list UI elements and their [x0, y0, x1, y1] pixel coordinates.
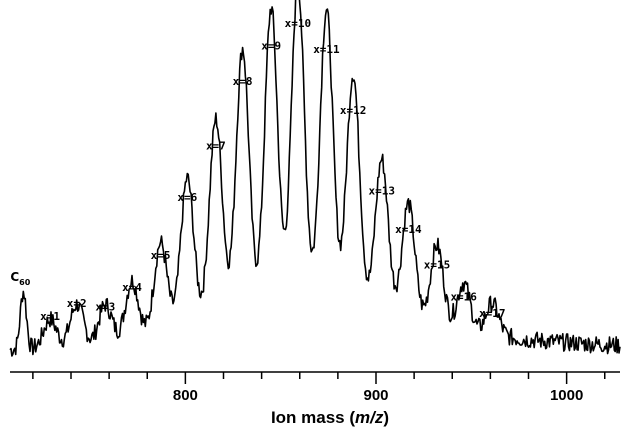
peak-label: x=15	[424, 259, 451, 272]
peak-label: x=9	[261, 40, 281, 53]
peak-label: x=7	[206, 139, 226, 152]
peak-label: x=13	[368, 184, 395, 197]
x-tick-label: 800	[173, 387, 198, 404]
x-axis-title-italic: m/z	[355, 408, 384, 427]
peak-labels: C60 x=1 x=2 x=3 x=4 x=5 x=6 x=7 x=8 x=9 x=10x=11 x=…	[10, 17, 505, 323]
x-axis-title-suffix: )	[383, 408, 389, 427]
peak-label: x=6	[177, 191, 197, 204]
peak-label: x=2	[67, 297, 87, 310]
x-axis-title: Ion mass (m/z)	[271, 408, 389, 427]
x-axis-ticks: 800 900 1000	[32, 372, 606, 404]
peak-label: x=17	[479, 307, 506, 320]
peak-label: x=4	[122, 281, 142, 294]
peak-label: x=10	[285, 17, 312, 30]
peak-label: x=3	[95, 300, 115, 313]
c60-label: C60	[10, 270, 30, 287]
spectrum-line	[9, 0, 621, 357]
x-tick-label: 900	[363, 387, 388, 404]
peak-label: x=5	[151, 249, 171, 262]
x-tick-label: 1000	[550, 387, 583, 404]
x-axis-title-prefix: Ion mass (	[271, 408, 355, 427]
peak-label: x=12	[340, 104, 367, 117]
peak-label: x=16	[450, 291, 477, 304]
peak-label: x=14	[395, 223, 422, 236]
peak-label: x=8	[233, 75, 253, 88]
peak-label: x=11	[313, 43, 340, 56]
peak-label: x=1	[40, 310, 60, 323]
plot-area	[9, 0, 621, 357]
